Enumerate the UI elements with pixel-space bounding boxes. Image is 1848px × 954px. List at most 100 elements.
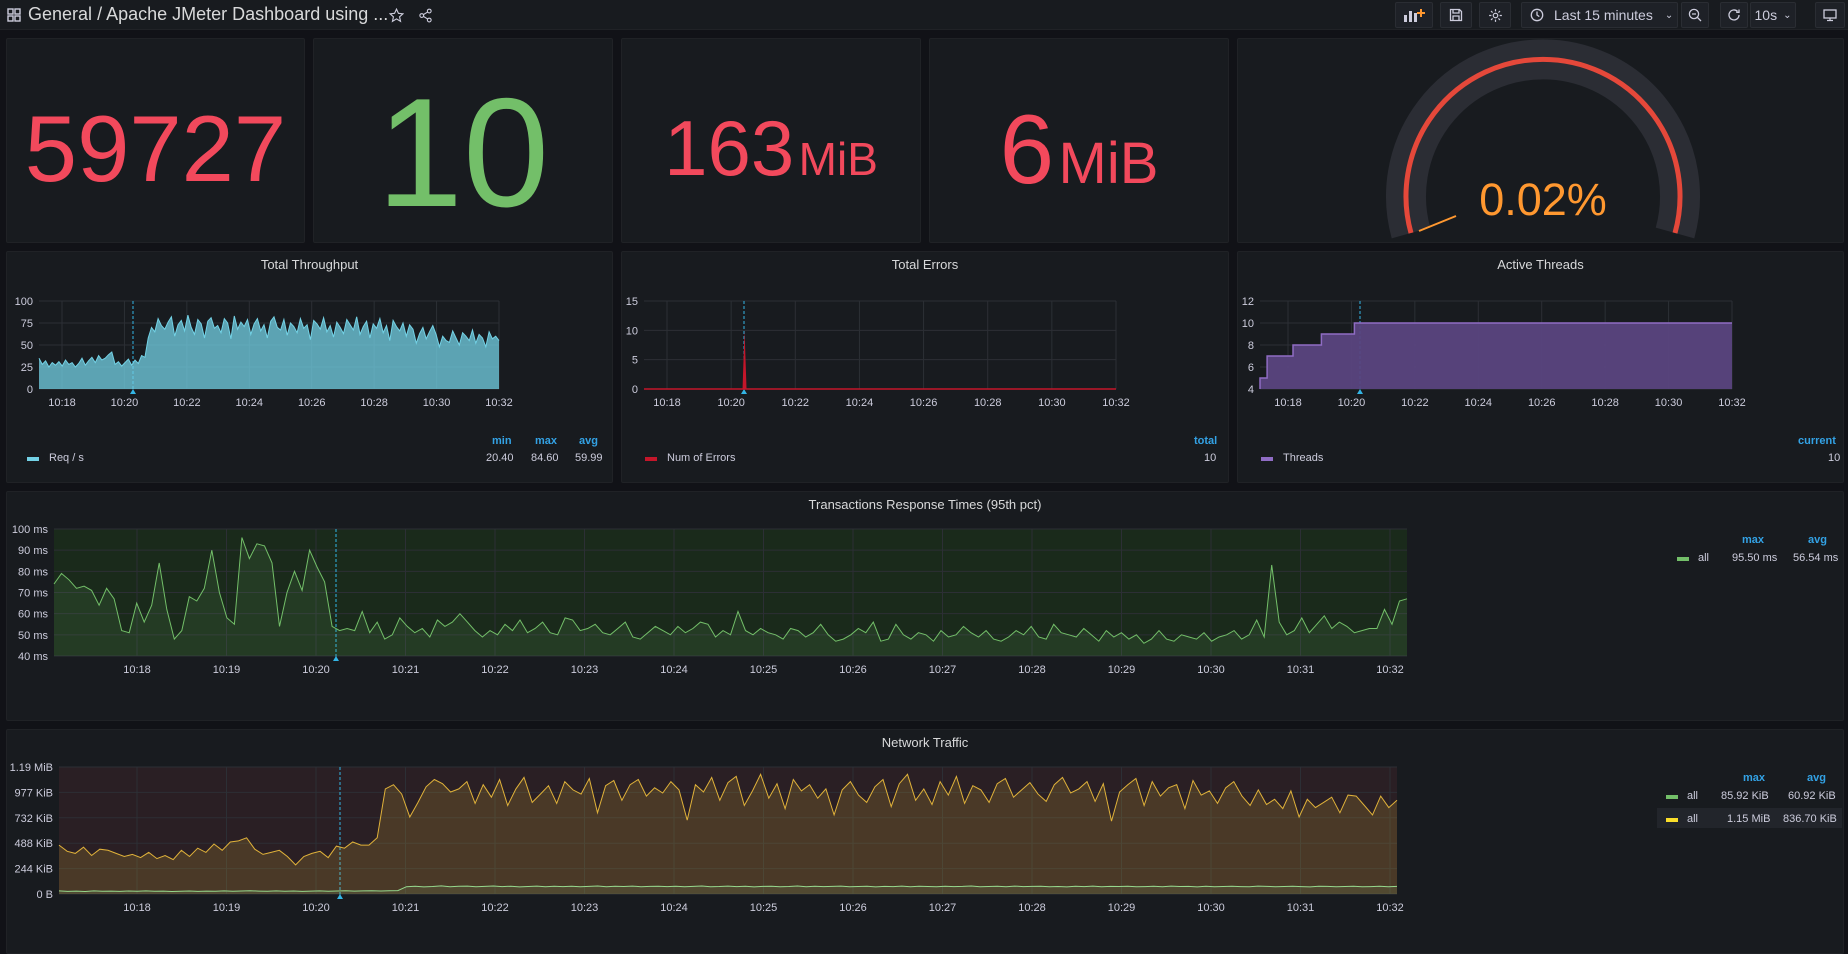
x-tick-label: 10:24 [846,397,874,409]
x-tick-label: 10:18 [48,397,76,409]
x-tick-label: 10:20 [717,397,745,409]
y-tick-label: 50 ms [18,630,48,642]
x-tick-label: 10:18 [653,397,681,409]
legend-header-avg: avg [1808,534,1827,546]
x-tick-label: 10:23 [571,902,599,914]
legend-header-avg: avg [579,435,598,447]
y-tick-label: 8 [1248,340,1254,352]
apps-grid-icon[interactable] [4,0,24,30]
legend-swatch [645,457,657,461]
y-tick-label: 1.19 MiB [10,762,53,774]
x-tick-label: 10:26 [839,902,867,914]
add-panel-button[interactable] [1395,2,1433,28]
series-area-response-all [54,537,1407,656]
legend-header-max: max [535,435,558,447]
y-tick-label: 244 KiB [14,864,53,876]
x-tick-label: 10:30 [1038,397,1066,409]
legend-swatch [27,457,39,461]
dashboard-title[interactable]: Apache JMeter Dashboard using ... [106,4,389,24]
y-tick-label: 10 [626,325,638,337]
legend-series-name[interactable]: all [1698,552,1710,564]
refresh-button[interactable] [1720,2,1748,28]
y-tick-label: 75 [21,318,33,330]
error-rate-gauge: 0.02% [1386,39,1700,239]
gauge-value-marker [1418,215,1457,232]
x-tick-label: 10:27 [929,902,957,914]
save-dashboard-button[interactable] [1440,2,1472,28]
x-tick-label: 10:22 [481,902,509,914]
legend-header-min: min [492,435,512,447]
x-tick-label: 10:28 [974,397,1002,409]
legend-swatch [1261,457,1273,461]
share-icon[interactable] [414,0,436,30]
y-tick-label: 40 ms [18,651,48,663]
chevron-down-icon: ⌄ [1664,9,1674,21]
x-tick-label: 10:32 [1376,664,1404,676]
zoom-out-button[interactable] [1681,2,1709,28]
legend-value-max: 95.50 ms [1732,552,1778,564]
y-tick-label: 488 KiB [14,838,53,850]
legend-header-max: max [1743,772,1766,784]
time-range-label: Last 15 minutes [1554,7,1653,23]
x-tick-label: 10:28 [360,397,388,409]
panel-title: Active Threads [1497,257,1584,272]
time-range-picker[interactable]: Last 15 minutes ⌄ [1521,2,1678,28]
x-tick-label: 10:28 [1018,902,1046,914]
series-area-threads [1260,323,1732,389]
x-tick-label: 10:24 [1465,397,1493,409]
y-tick-label: 0 [27,384,33,396]
hover-cursor-marker [1357,389,1363,394]
breadcrumb-folder[interactable]: General [28,4,93,24]
legend-series-name[interactable]: all [1687,813,1699,825]
x-tick-label: 10:25 [750,902,778,914]
legend-series-name[interactable]: Num of Errors [667,452,736,464]
dashboard-settings-button[interactable] [1479,2,1511,28]
x-tick-label: 10:20 [302,902,330,914]
legend-series-name[interactable]: Req / s [49,452,84,464]
series-spike-errors [742,330,747,389]
x-tick-label: 10:30 [1197,902,1225,914]
hover-cursor-marker [741,389,747,394]
panel-network-traffic: Network Traffic 1.19 MiB 977 KiB 732 KiB 48… [6,729,1844,954]
response-chart: 100 ms 90 ms 80 ms 70 ms 60 ms 50 ms 40 ms 10:1… [12,524,1408,676]
legend-value-avg: 56.54 ms [1793,552,1839,564]
y-tick-label: 100 ms [12,524,49,536]
tv-mode-button[interactable] [1815,2,1845,28]
legend-value-max: 85.92 KiB [1721,790,1769,802]
legend-series-name[interactable]: Threads [1283,452,1324,464]
x-tick-label: 10:24 [660,902,688,914]
x-tick-label: 10:22 [782,397,810,409]
y-tick-label: 6 [1248,362,1254,374]
x-tick-label: 10:26 [298,397,326,409]
stat-value-total-requests: 59727 [24,96,287,201]
stat-panel-total-requests: 59727 [6,38,305,243]
throughput-chart: 100 75 50 25 0 10:18 10:20 10:22 10:24 10:26 10:28… [15,296,513,409]
x-tick-label: 10:21 [392,902,420,914]
panel-active-threads: Active Threads 12 10 8 6 4 10:18 10:20 10:22 10:… [1237,251,1844,483]
refresh-interval-label: 10s [1754,7,1778,23]
x-tick-label: 10:22 [173,397,201,409]
panel-title: Total Throughput [260,257,359,272]
stat-unit-received: MiB [798,133,878,185]
refresh-interval-picker[interactable]: 10s ⌄ [1750,2,1796,28]
series-area-req-per-s [39,315,499,389]
stat-value-received-wrap: 163 MiB [622,103,920,194]
legend-series-name[interactable]: all [1687,790,1699,802]
stat-value-sent: 6 [999,94,1055,204]
star-icon[interactable] [385,0,407,30]
x-tick-label: 10:28 [1018,664,1046,676]
top-navbar: General / Apache JMeter Dashboard using … [0,0,1848,30]
legend-value-avg: 60.92 KiB [1788,790,1836,802]
zoom-out-icon [1688,8,1702,22]
x-tick-label: 10:19 [213,664,241,676]
legend-swatch [1666,818,1678,822]
x-tick-label: 10:21 [392,664,420,676]
monitor-icon [1823,9,1837,22]
x-tick-label: 10:31 [1287,902,1315,914]
network-chart: 1.19 MiB 977 KiB 732 KiB 488 KiB 244 KiB 0 B 1… [10,762,1404,914]
panel-total-throughput: Total Throughput 100 75 50 25 0 10:18 10:20 10:… [6,251,613,483]
x-tick-label: 10:30 [423,397,451,409]
x-tick-label: 10:24 [660,664,688,676]
x-tick-label: 10:26 [910,397,938,409]
legend-header-avg: avg [1807,772,1826,784]
